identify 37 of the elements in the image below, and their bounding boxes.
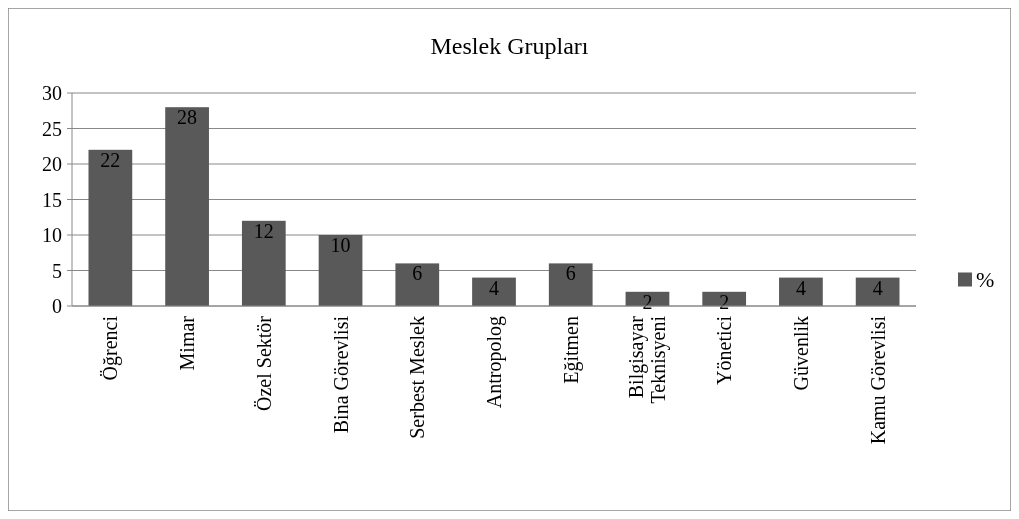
bar (318, 235, 363, 306)
x-tick-label: Güvenlik (789, 316, 812, 391)
x-tick-label: Mimar (176, 315, 199, 371)
data-label: 22 (100, 148, 121, 171)
bar (472, 277, 516, 306)
data-label: 4 (795, 276, 806, 299)
chart-title: Meslek Grupları (430, 33, 589, 59)
y-tick-label: 25 (42, 117, 62, 140)
y-tick-label: 0 (52, 295, 62, 317)
x-tick-label: Serbest Meslek (406, 316, 429, 439)
data-label: 6 (565, 262, 576, 285)
legend-label: % (976, 267, 995, 293)
bar (165, 107, 209, 306)
data-label: 4 (872, 276, 883, 299)
x-tick-label: Özel Sektör (252, 315, 275, 411)
x-tick-label: Öğrenci (99, 315, 123, 381)
bar (779, 277, 823, 306)
bar (241, 220, 286, 306)
data-label: 10 (330, 234, 351, 256)
bar (395, 263, 440, 306)
x-tick-label: Antropolog (483, 316, 506, 409)
bar (548, 263, 593, 306)
data-label: 28 (177, 106, 198, 129)
x-tick-label: Kamu Görevlisi (866, 315, 889, 445)
data-label: 6 (412, 262, 423, 285)
bar (88, 149, 133, 306)
y-tick-label: 5 (52, 259, 62, 282)
x-tick-label: Bilgisayar Teknisyeni (625, 315, 671, 404)
x-tick-label: Eğitmen (559, 316, 583, 384)
y-tick-label: 10 (42, 224, 62, 246)
x-tick-label: Bina Görevlisi (329, 315, 352, 434)
data-label: 4 (489, 276, 499, 299)
y-tick-label: 30 (42, 82, 62, 104)
y-tick-label: 20 (42, 153, 62, 175)
data-label: 12 (253, 219, 274, 242)
x-tick-label: Yönetici (713, 315, 736, 385)
y-tick-label: 15 (42, 188, 62, 211)
